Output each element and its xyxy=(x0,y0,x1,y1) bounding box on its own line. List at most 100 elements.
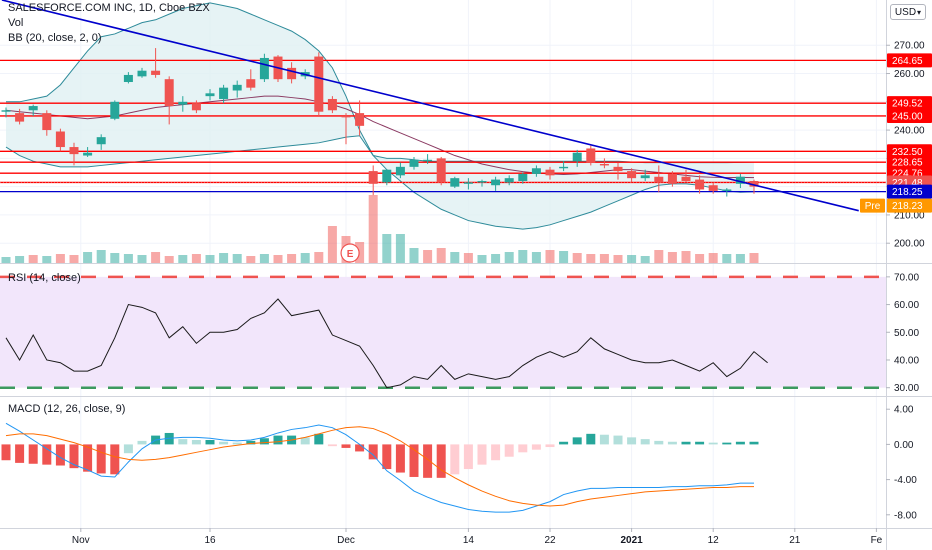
macd-histogram-bar xyxy=(640,439,650,445)
candle-body xyxy=(55,131,65,148)
macd-histogram-bar xyxy=(96,444,106,474)
candle-body xyxy=(531,168,541,174)
volume-bar xyxy=(735,254,745,263)
time-tick-label: 14 xyxy=(463,535,475,546)
candle-body xyxy=(341,115,351,118)
macd-histogram-bar xyxy=(259,438,269,445)
candle-body xyxy=(735,176,745,184)
currency-button[interactable]: USD▾ xyxy=(890,4,926,20)
volume-bar xyxy=(55,254,65,263)
candle-body xyxy=(314,56,324,112)
macd-histogram-bar xyxy=(341,444,351,448)
volume-bar xyxy=(42,256,52,263)
price-badge xyxy=(887,198,932,213)
volume-bar xyxy=(164,256,174,263)
candle-body xyxy=(749,180,759,187)
time-tick-label: 21 xyxy=(789,535,801,546)
macd-histogram-bar xyxy=(83,444,93,472)
candle-body xyxy=(151,70,161,75)
volume-bar xyxy=(137,255,147,263)
price-badge-label: 218.23 xyxy=(892,201,923,212)
signal-line xyxy=(5,426,754,507)
volume-bar xyxy=(613,255,623,263)
macd-histogram-bar xyxy=(654,440,664,445)
time-tick-label: Nov xyxy=(72,535,90,546)
macd-histogram-bar xyxy=(559,441,569,445)
candle-body xyxy=(559,166,569,169)
volume-legend: Vol xyxy=(8,17,24,29)
macd-histogram-bar xyxy=(110,444,120,475)
price-tick-label: 30.00 xyxy=(894,383,919,394)
candle-body xyxy=(232,84,242,91)
macd-legend: MACD (12, 26, close, 9) xyxy=(8,403,126,415)
volume-bar xyxy=(545,250,555,263)
macd-histogram-bar xyxy=(28,444,38,464)
candle-body xyxy=(205,93,215,97)
macd-histogram-bar xyxy=(355,444,365,452)
candle-body xyxy=(28,106,38,111)
earnings-marker-label: E xyxy=(347,249,354,260)
volume-bar xyxy=(695,254,705,263)
currency-label: USD xyxy=(894,7,917,18)
macd-histogram-bar xyxy=(327,444,337,447)
price-badge-label: 232.50 xyxy=(892,147,923,158)
candle-body xyxy=(436,158,446,183)
candle-body xyxy=(450,178,460,187)
volume-bar xyxy=(586,254,596,263)
rsi-legend: RSI (14, close) xyxy=(8,272,81,284)
price-badge-label: 224.76 xyxy=(892,169,923,180)
macd-histogram-bar xyxy=(123,444,133,454)
price-tick-label: 260.00 xyxy=(894,69,925,80)
volume-bar xyxy=(463,253,473,263)
macd-histogram-bar xyxy=(436,444,446,478)
candle-body xyxy=(15,113,25,122)
time-tick-label: 2021 xyxy=(620,535,643,546)
macd-histogram-bar xyxy=(518,444,528,453)
macd-histogram-bar xyxy=(545,444,555,448)
candle-body xyxy=(246,79,256,88)
macd-histogram-bar xyxy=(42,444,52,465)
macd-histogram-bar xyxy=(300,437,310,445)
volume-bar xyxy=(96,250,106,263)
candle-body xyxy=(368,171,378,184)
volume-bar xyxy=(518,250,528,263)
candle-body xyxy=(83,152,93,156)
candle-body xyxy=(123,74,133,83)
volume-bar xyxy=(436,248,446,263)
macd-histogram-bar xyxy=(395,444,405,473)
price-tick-label: 270.00 xyxy=(894,41,925,52)
trend-line xyxy=(1,0,859,212)
price-badge xyxy=(887,155,932,170)
macd-histogram-bar xyxy=(423,444,433,478)
candle-body xyxy=(191,103,201,111)
macd-histogram-bar xyxy=(368,444,378,460)
time-tick-label: 22 xyxy=(544,535,556,546)
volume-bar xyxy=(69,255,79,263)
macd-histogram-bar xyxy=(382,444,392,470)
price-tick-label: 40.00 xyxy=(894,355,919,366)
macd-histogram-bar xyxy=(191,440,201,445)
volume-bar xyxy=(409,248,419,263)
bollinger-legend: BB (20, close, 2, 0) xyxy=(8,32,102,44)
price-tick-label: 70.00 xyxy=(894,272,919,283)
price-badge-label: 264.65 xyxy=(892,56,923,67)
macd-histogram-bar xyxy=(708,442,718,445)
bollinger-fill xyxy=(6,2,754,230)
volume-bar xyxy=(572,253,582,263)
macd-histogram-bar xyxy=(246,440,256,445)
candle-body xyxy=(69,147,79,155)
volume-bar xyxy=(232,254,242,263)
candle-body xyxy=(518,173,528,181)
volume-bar xyxy=(287,254,297,263)
candle-body xyxy=(627,171,637,179)
volume-bar xyxy=(627,255,637,263)
price-badge xyxy=(887,96,932,111)
candle-body xyxy=(409,159,419,167)
price-tick-label: 240.00 xyxy=(894,126,925,137)
bollinger-basis-line xyxy=(5,95,755,179)
candle-body xyxy=(259,57,269,80)
volume-bar xyxy=(368,195,378,263)
macd-histogram-bar xyxy=(205,440,215,445)
price-tick-label: 200.00 xyxy=(894,239,925,250)
